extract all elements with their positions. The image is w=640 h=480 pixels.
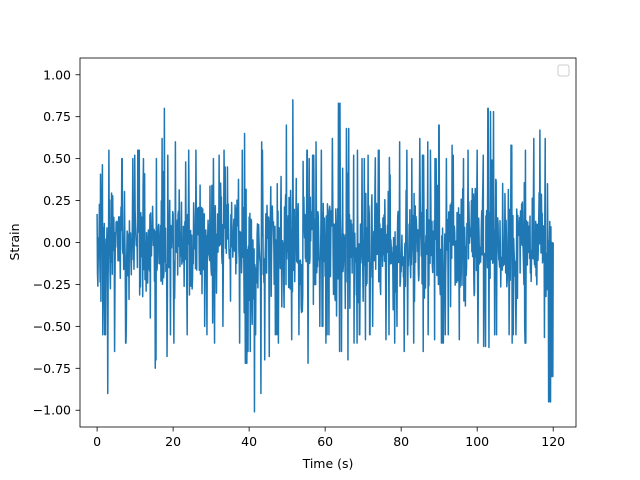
series-layer — [96, 99, 554, 413]
series-line — [96, 99, 554, 413]
y-axis: −1.00 −0.75 −0.50 −0.25 0.00 0.25 0.50 0.75 1.00 — [33, 67, 80, 418]
y-tick-label: 0.50 — [43, 151, 71, 166]
y-tick-label: −0.25 — [33, 277, 71, 292]
x-tick-label: 100 — [465, 434, 489, 449]
y-axis-title: Strain — [7, 223, 22, 260]
x-axis-title: Time (s) — [302, 456, 354, 471]
x-tick-label: 20 — [165, 434, 181, 449]
x-tick-label: 0 — [93, 434, 101, 449]
y-tick-label: −0.50 — [33, 319, 71, 334]
x-tick-label: 120 — [541, 434, 565, 449]
x-axis: 0 20 40 60 80 100 120 — [93, 427, 565, 449]
y-tick-label: 0.00 — [43, 235, 71, 250]
x-tick-label: 40 — [241, 434, 257, 449]
y-tick-label: 1.00 — [43, 67, 71, 82]
y-tick-label: −0.75 — [33, 361, 71, 376]
x-tick-label: 80 — [393, 434, 409, 449]
x-tick-label: 60 — [317, 434, 333, 449]
y-tick-label: −1.00 — [33, 403, 71, 418]
y-tick-label: 0.75 — [43, 109, 71, 124]
plot-area — [79, 57, 577, 428]
y-tick-label: 0.25 — [43, 193, 71, 208]
legend-box — [557, 64, 570, 77]
